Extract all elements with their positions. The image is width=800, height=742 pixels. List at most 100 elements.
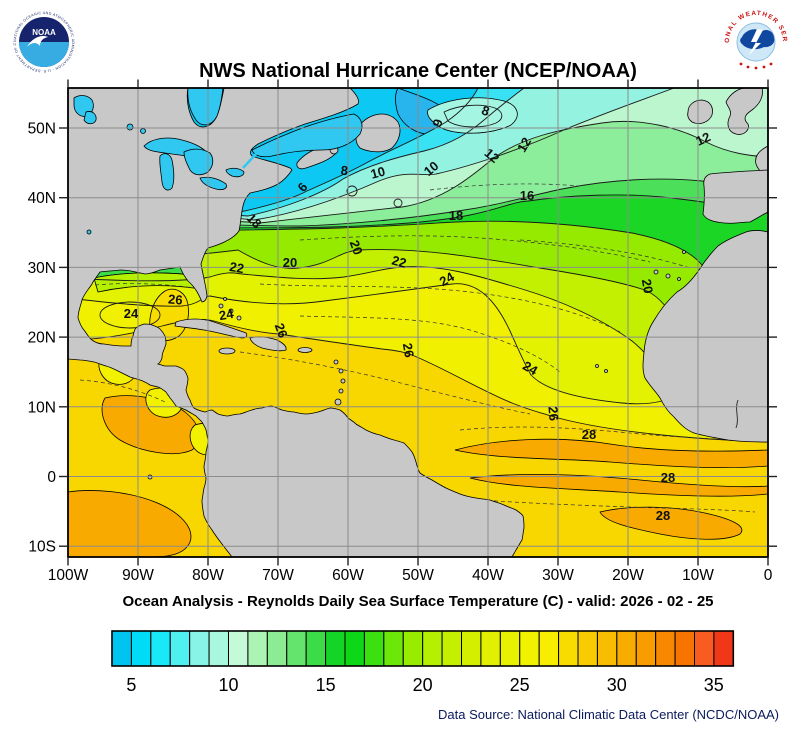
isotherm-dashed-27b <box>459 426 761 441</box>
lon-label: 30W <box>542 567 574 584</box>
lon-label: 20W <box>612 567 644 584</box>
colorbar-tick-label: 20 <box>413 675 433 695</box>
colorbar-cell <box>616 630 637 667</box>
colorbar-cell <box>111 630 132 667</box>
axis-ticks <box>59 79 777 566</box>
colorbar-cell <box>577 630 598 667</box>
colorbar-cell <box>325 630 346 667</box>
contour-label: 28 <box>661 470 675 485</box>
lat-label: 20N <box>28 330 56 347</box>
warm-eddy-ring-1 <box>346 185 358 197</box>
land-canary-2 <box>665 273 671 279</box>
lon-label: 70W <box>262 567 294 584</box>
land-antilles-3 <box>340 378 346 384</box>
colorbar-cell <box>266 630 288 667</box>
isotherm-dashed-25 <box>299 315 561 373</box>
colorbar-frame <box>111 630 735 667</box>
colorbar-cell <box>189 630 210 667</box>
nws-stars <box>739 62 773 70</box>
colorbar-cell <box>499 630 521 667</box>
colorbar-cell <box>402 630 424 667</box>
lake-ontario <box>225 167 245 178</box>
lake-michigan <box>159 153 175 191</box>
contour-label: 20 <box>283 255 297 270</box>
isotherm-dashed-19 <box>299 235 651 263</box>
lon-label: 90W <box>122 567 154 584</box>
contour-label: 8 <box>340 163 349 179</box>
lakes-layer <box>73 88 363 235</box>
land-bahamas-2 <box>228 308 234 314</box>
colorbar-cell <box>461 630 482 667</box>
page-title: NWS National Hurricane Center (NCEP/NOAA… <box>199 60 637 82</box>
contour-label: 20 <box>347 238 366 257</box>
colorbar-cell <box>286 630 307 667</box>
colorbar <box>111 630 734 667</box>
isotherm-18 <box>68 220 725 293</box>
land-jamaica <box>218 347 236 355</box>
contour-label: 10 <box>369 164 387 182</box>
colorbar-cell <box>674 630 696 667</box>
contour-label: 22 <box>228 259 245 276</box>
colorbar-cell <box>344 630 365 667</box>
water-gulf-st-lawrence <box>251 113 363 158</box>
colorbar-cell <box>383 630 404 667</box>
land-madeira <box>682 250 686 254</box>
colorbar-cell <box>441 630 463 667</box>
isotherm-dashed-pacific <box>79 379 166 403</box>
land-africa <box>642 230 768 443</box>
lake-small-3 <box>86 229 92 235</box>
lon-label: 60W <box>332 567 364 584</box>
land-newfoundland <box>355 113 401 153</box>
colorbar-tick-label: 10 <box>218 675 238 695</box>
colorbar-cell <box>305 630 327 667</box>
contour-ring-grand-banks <box>443 104 503 128</box>
land-iberia <box>702 169 768 224</box>
lat-label: 10S <box>28 539 56 556</box>
lat-lon-grid <box>68 88 768 557</box>
land-north-south-america <box>68 88 525 557</box>
lat-label: 10N <box>28 399 56 416</box>
contour-label: 26 <box>168 291 184 307</box>
warm-blob-atlantic-1 <box>454 438 768 469</box>
lon-label: 40W <box>472 567 504 584</box>
isotherm-24 <box>68 283 663 405</box>
land-puerto-rico <box>297 347 313 353</box>
land-trinidad <box>334 398 342 406</box>
land-ireland <box>687 99 713 124</box>
colorbar-tick-label: 15 <box>316 675 336 695</box>
lon-label: 10W <box>682 567 714 584</box>
land-bahamas-3 <box>236 315 242 321</box>
lake-manitoba <box>83 111 97 125</box>
isotherm-dashed-21 <box>259 283 621 333</box>
colorbar-cell <box>150 630 171 667</box>
contour-label: 24 <box>124 306 139 321</box>
contour-label: 12 <box>514 135 534 155</box>
latitude-axis-labels: 50N 40N 30N 20N 10N 0 10S <box>28 121 57 556</box>
land-hispaniola <box>249 336 287 352</box>
contour-label: 18 <box>449 208 463 223</box>
isotherm-dashed-17 <box>519 239 691 269</box>
land-great-britain <box>725 88 763 135</box>
warm-blob-atlantic-3 <box>599 506 743 540</box>
isotherm-dashed-15 <box>429 183 581 191</box>
noaa-wordmark: NOAA <box>32 28 56 37</box>
land-antilles-2 <box>338 368 344 374</box>
lon-label: 0 <box>764 567 773 584</box>
colorbar-labels: 5 10 15 20 25 30 35 <box>126 675 723 695</box>
data-source-text: Data Source: National Climatic Data Cent… <box>438 707 779 722</box>
longitude-axis-labels: 100W 90W 80W 70W 60W 50W 40W 30W 20W 10W 0 <box>48 567 773 584</box>
land-bahamas-4 <box>223 297 227 301</box>
colorbar-cell <box>422 630 443 667</box>
colorbar-cell <box>363 630 385 667</box>
contour-label: 20 <box>639 278 656 295</box>
map-caption: Ocean Analysis - Reynolds Daily Sea Surf… <box>122 593 713 610</box>
st-lawrence-river <box>242 153 257 169</box>
contour-label: 22 <box>390 253 408 271</box>
warm-blob-pacific-sw <box>68 490 192 557</box>
land-canary-1 <box>653 269 659 275</box>
land-antilles-4 <box>338 388 344 394</box>
noaa-logo-sea <box>19 42 69 67</box>
grand-banks-tongue <box>427 97 518 134</box>
